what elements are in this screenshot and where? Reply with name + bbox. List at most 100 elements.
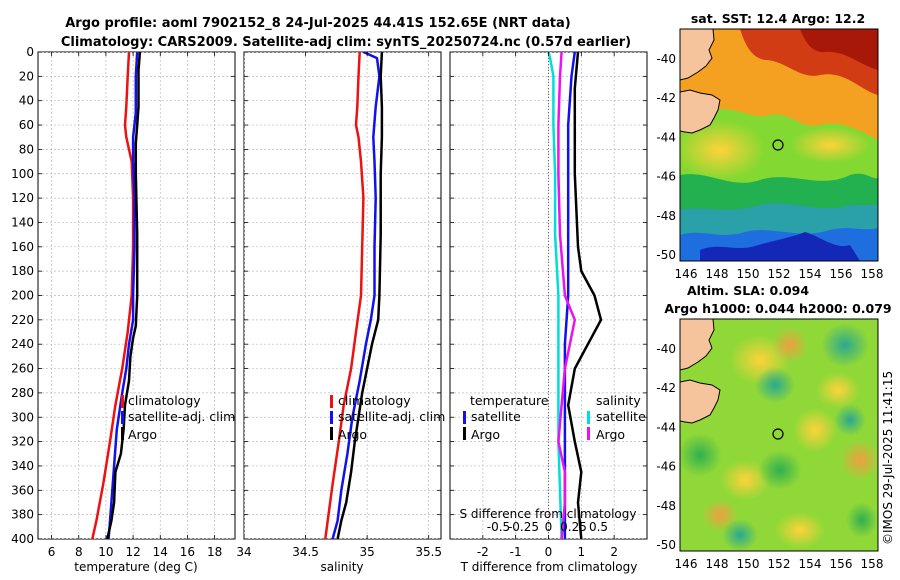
y-tick-label: 300 [11,410,34,424]
sst-map-y-tick-label: -42 [656,91,676,105]
y-tick-label: 140 [11,215,34,229]
sla-patch [775,512,825,548]
y-tick-label: 80 [19,142,34,156]
sla-map-frame [679,318,879,552]
sla-cool-patch [680,433,722,477]
sla-map-y-tick-label: -40 [656,342,676,356]
sst-map-x-tick-label: 150 [737,267,760,281]
y-tick-label: 360 [11,483,34,497]
x-tick-label: 35 [359,545,374,559]
x-tick-label: 1 [578,545,586,559]
y-tick-label: 100 [11,167,34,181]
x-tick-label: 10 [98,545,113,559]
sst-map-y-tick-label: -46 [656,170,676,184]
tasmania [680,89,721,134]
legend-label-satellite-adj: satellite-adj. clim [128,409,235,424]
s-diff-tick-label: 0.5 [589,520,608,534]
tasmania [680,379,721,424]
y-tick-label: 280 [11,386,34,400]
difference-legend: temperature satellite Argo salinity sate… [463,393,646,442]
sla-cool-patch [755,367,795,403]
s-difference-xlabel: S difference from climatology [460,507,637,521]
series-line-t-argo [566,52,603,539]
sla-patch [772,327,808,363]
legend-label-t-argo: Argo [471,427,500,442]
sla-map [680,319,878,551]
sla-map-y-tick-label: -50 [656,538,676,552]
sla-map-x-tick-label: 156 [830,557,853,571]
x-tick-label: 34.5 [292,545,319,559]
legend-title-temperature: temperature [470,393,549,408]
sla-map-y-tick-label: -48 [656,499,676,513]
x-tick-label: -2 [477,545,489,559]
sla-map-x-tick-label: 154 [799,557,822,571]
legend-label-climatology: climatology [338,393,411,408]
sla-map-x-tick-label: 150 [737,557,760,571]
y-tick-label: 220 [11,313,34,327]
legend-swatch-satellite-adj [330,411,333,424]
s-diff-tick-label: 0 [545,520,553,534]
y-tick-label: 0 [26,45,34,59]
y-tick-label: 320 [11,435,34,449]
figure-title-line1: Argo profile: aoml 7902152_8 24-Jul-2025… [65,16,571,31]
sst-coldest-south [700,232,860,261]
legend-swatch-argo [121,427,124,440]
argo-position-marker [772,139,784,151]
sla-cool-patch [834,404,866,436]
legend-label-argo: Argo [128,427,157,442]
y-tick-label: 40 [19,94,34,108]
x-tick-label: 35.5 [415,545,442,559]
sst-map-y-tick-label: -48 [656,209,676,223]
series-line-satellite-adj-clim [107,52,139,539]
sst-yellow-patch-2 [790,127,870,163]
series-line-s-argo [557,52,577,539]
argo-position-marker [772,428,784,440]
y-tick-label: 260 [11,362,34,376]
legend-label-s-argo: Argo [596,427,625,442]
sla-map-x-tick-label: 152 [768,557,791,571]
sst-map-x-tick-label: 156 [830,267,853,281]
y-tick-label: 20 [19,69,34,83]
x-tick-label: 18 [207,545,222,559]
mainland-australia [680,29,715,81]
series-line-s-satellite [547,52,563,539]
series-line-argo [106,52,142,539]
legend-title-salinity: salinity [596,393,641,408]
y-tick-label: 200 [11,289,34,303]
y-tick-label: 120 [11,191,34,205]
sla-cool-patch [846,502,878,538]
legend-swatch-climatology [330,395,333,408]
sla-cool-patch [722,519,758,551]
legend-swatch-climatology [121,395,124,408]
x-tick-label: -1 [510,545,522,559]
s-diff-tick-label: -0.25 [508,520,539,534]
y-tick-label: 180 [11,264,34,278]
sst-map-x-tick-label: 152 [768,267,791,281]
legend-swatch-t-satellite [463,411,466,424]
x-tick-label: 6 [48,545,56,559]
x-tick-label: 8 [75,545,83,559]
legend-label-t-satellite: satellite [471,409,521,424]
sla-patch [793,408,837,452]
y-tick-label: 240 [11,337,34,351]
salinity-legend: climatology satellite-adj. clim Argo [330,393,445,442]
y-tick-label: 340 [11,459,34,473]
sla-map-title-line1: Altim. SLA: 0.094 [687,283,809,298]
x-tick-label: 34 [236,545,251,559]
sla-patch [816,372,860,408]
figure-title-line2: Climatology: CARS2009. Satellite-adj cli… [61,35,631,50]
sla-cool-patch [821,323,869,367]
legend-label-climatology: climatology [128,393,201,408]
sla-map-x-tick-label: 148 [706,557,729,571]
imos-watermark: ©IMOS 29-Jul-2025 11:41:15 [881,371,895,545]
series-line-satellite-adj-clim [331,52,381,539]
legend-swatch-s-satellite [587,411,590,424]
y-tick-label: 160 [11,240,34,254]
sla-map-title-line2: Argo h1000: 0.044 h2000: 0.079 [664,301,891,316]
sla-patch [840,440,878,480]
sst-map-y-tick-label: -44 [656,130,676,144]
sla-map-y-tick-label: -44 [656,420,676,434]
x-tick-label: 14 [153,545,168,559]
sla-map-y-tick-label: -42 [656,381,676,395]
